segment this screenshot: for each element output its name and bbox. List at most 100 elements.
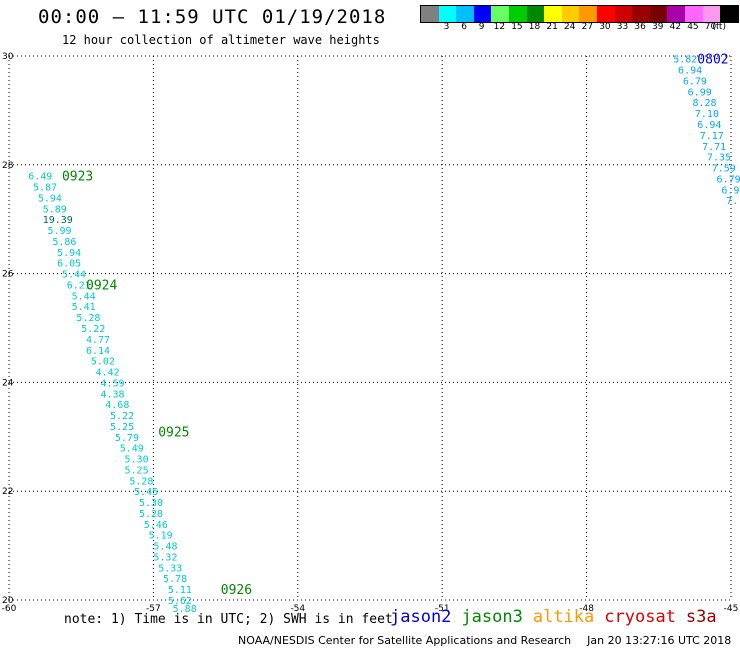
swh-value: 5.30 xyxy=(139,498,163,509)
scale-swatch xyxy=(596,6,615,22)
scale-swatch xyxy=(561,6,580,22)
lat-tick-label: 28 xyxy=(2,161,14,171)
lat-tick-label: 20 xyxy=(2,596,14,606)
scale-swatch xyxy=(544,6,562,22)
swh-value: 5.46 xyxy=(144,520,168,531)
scale-label: 18 xyxy=(528,22,541,32)
swh-value: 5.25 xyxy=(125,465,149,476)
scale-swatch xyxy=(632,6,650,22)
axis-tick-labels: -60 -57 -54 -51 -48 -45 30 28 26 24 22 20 xyxy=(2,52,739,614)
swh-value: 4.42 xyxy=(96,368,120,379)
swh-value: 7.71 xyxy=(702,142,726,153)
map-subtitle: 12 hour collection of altimeter wave hei… xyxy=(62,33,380,47)
pass-time-label: 0923 xyxy=(62,170,93,185)
swh-value: 19.39 xyxy=(43,215,73,226)
swh-value: 5.30 xyxy=(125,455,149,466)
swh-value: 5.45 xyxy=(134,487,158,498)
color-scale-labels: 3 6 9 12 15 18 21 24 27 30 33 36 39 42 45 70 (ft) xyxy=(420,22,740,34)
swh-value: 6.79 xyxy=(717,174,740,185)
swh-value: 6.21 xyxy=(67,280,91,291)
pass-time-label: 0802 xyxy=(697,53,728,68)
swh-value: 5.82 xyxy=(673,55,697,66)
swh-value: 6.99 xyxy=(688,87,712,98)
swh-value: 4.68 xyxy=(105,400,129,411)
timestamp-text: Jan 20 13:27:16 UTC 2018 xyxy=(587,634,732,647)
scale-swatch xyxy=(526,6,545,22)
swh-value: 6.14 xyxy=(86,346,110,357)
swh-value: 5.19 xyxy=(149,531,173,542)
swh-value: 5.41 xyxy=(72,302,96,313)
lon-tick-label: -45 xyxy=(724,604,739,614)
lon-tick-label: -51 xyxy=(435,604,450,614)
swh-value: 5.32 xyxy=(153,552,177,563)
map-title: 00:00 – 11:59 UTC 01/19/2018 xyxy=(38,6,387,28)
pass-time-label: 0924 xyxy=(86,278,117,293)
swh-value: 7. xyxy=(726,196,738,207)
scale-swatch xyxy=(579,6,597,22)
swh-value: 7.59 xyxy=(712,164,736,175)
scale-label: 24 xyxy=(564,22,576,32)
legend-jason2: jason2 xyxy=(390,607,452,627)
swh-value: 6.94 xyxy=(678,66,702,77)
swh-value: 5.28 xyxy=(139,509,163,520)
lat-tick-label: 24 xyxy=(2,378,14,388)
swh-value: 5.44 xyxy=(62,270,86,281)
scale-swatch xyxy=(702,6,721,22)
scale-swatch xyxy=(614,6,633,22)
swh-value: 5.87 xyxy=(33,183,57,194)
lat-tick-label: 26 xyxy=(2,270,14,280)
scale-label: 12 xyxy=(493,22,506,32)
lon-tick-label: -60 xyxy=(2,604,17,614)
swh-value: 5.22 xyxy=(110,411,134,422)
scale-label: 45 xyxy=(687,22,699,32)
scale-swatch xyxy=(508,6,527,22)
scale-label: 42 xyxy=(669,22,682,32)
swh-value: 6.49 xyxy=(28,172,52,183)
lat-tick-label: 30 xyxy=(2,52,14,62)
swh-value: 5.33 xyxy=(158,563,182,574)
scale-swatch xyxy=(491,6,509,22)
lon-tick-label: -54 xyxy=(290,604,305,614)
swh-value: 5.25 xyxy=(110,422,134,433)
scale-swatch xyxy=(720,6,738,22)
scale-swatch xyxy=(649,6,668,22)
scale-label: 6 xyxy=(461,22,467,32)
lat-lon-grid xyxy=(8,55,732,601)
satellite-legend: jason2 jason3 altika cryosat s3a xyxy=(390,607,727,627)
swh-value: 8.28 xyxy=(692,98,716,109)
swh-value: 5.94 xyxy=(57,248,81,259)
pass-time-label: 0925 xyxy=(158,425,189,440)
scale-unit-label: (ft) xyxy=(712,22,726,32)
swh-value: 7.10 xyxy=(695,109,719,120)
legend-cryosat: cryosat xyxy=(604,607,676,627)
swh-value: 5.44 xyxy=(72,291,96,302)
swh-value: 5.48 xyxy=(153,542,177,553)
swh-value: 5.28 xyxy=(129,476,153,487)
swh-value: 5.94 xyxy=(38,193,62,204)
scale-swatch xyxy=(421,6,439,22)
scale-label: 3 xyxy=(443,22,450,32)
swh-value: 4.77 xyxy=(86,335,110,346)
swh-value: 5.78 xyxy=(163,574,187,585)
scale-swatch xyxy=(667,6,685,22)
swh-value: 5.89 xyxy=(43,204,67,215)
scale-label: 15 xyxy=(511,22,523,32)
swh-value: 4.59 xyxy=(100,378,124,389)
swh-value: 5.28 xyxy=(76,313,100,324)
swh-value: 6.94 xyxy=(697,120,721,131)
scale-label: 30 xyxy=(599,22,611,32)
scale-swatch xyxy=(456,6,474,22)
swh-value: 7.35 xyxy=(707,153,731,164)
swh-value: 6.05 xyxy=(57,259,81,270)
lat-tick-label: 22 xyxy=(2,487,13,497)
swh-value: 4.38 xyxy=(100,389,124,400)
swh-value: 5.79 xyxy=(115,433,139,444)
legend-jason3: jason3 xyxy=(461,607,523,627)
swh-value: 5.86 xyxy=(52,237,76,248)
credit-text: NOAA/NESDIS Center for Satellite Applica… xyxy=(238,634,572,647)
swh-value: 5.49 xyxy=(120,444,144,455)
swh-value: 5.11 xyxy=(168,585,192,596)
lon-tick-label: -48 xyxy=(579,604,594,614)
swh-value: 5.02 xyxy=(91,357,115,368)
